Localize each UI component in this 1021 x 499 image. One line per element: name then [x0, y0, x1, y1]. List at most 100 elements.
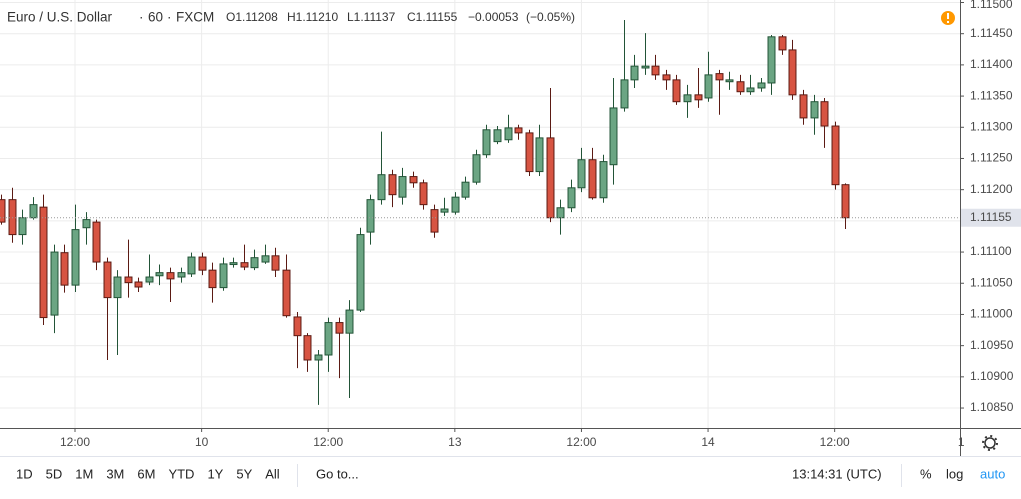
candle-body	[683, 94, 692, 103]
legend: Euro / U.S. Dollar · 60 · FXCM O1.11208 …	[7, 10, 575, 25]
candle-body	[250, 257, 259, 269]
x-tick-label: 12:00	[820, 435, 850, 449]
candle-body	[229, 262, 238, 266]
candle-body	[271, 255, 280, 271]
candle-body	[504, 127, 513, 141]
candle-body	[113, 276, 122, 299]
candle-body	[356, 234, 365, 311]
high-value: H1.11210	[287, 10, 338, 24]
percent-toggle[interactable]: %	[920, 466, 932, 481]
candle-body	[778, 36, 787, 51]
candle-body	[18, 217, 27, 236]
range-button[interactable]: 5D	[46, 466, 63, 481]
candle-body	[166, 272, 175, 280]
candle-body	[715, 73, 724, 81]
candle-body	[388, 174, 397, 196]
range-button[interactable]: 5Y	[236, 466, 252, 481]
grid	[0, 0, 960, 428]
candle-body	[39, 206, 48, 319]
candle-body	[0, 199, 6, 223]
candle-body	[736, 81, 745, 93]
range-button[interactable]: YTD	[168, 466, 194, 481]
candle-body	[29, 204, 38, 219]
candle-body	[651, 65, 660, 76]
candle-body	[482, 129, 491, 156]
candle-body	[377, 174, 386, 201]
candle-body	[662, 74, 671, 81]
candle-body	[187, 256, 196, 275]
candle-body	[810, 101, 819, 119]
gear-teeth	[982, 435, 998, 451]
last-price-tag	[961, 208, 1021, 227]
range-button[interactable]: 6M	[137, 466, 155, 481]
candle-body	[451, 196, 460, 213]
candle-body	[746, 87, 755, 93]
settings-icon[interactable]	[982, 435, 998, 451]
alert-dot	[947, 21, 949, 23]
candle-body	[831, 125, 840, 186]
candle-body	[546, 137, 555, 219]
y-tick-label: 1.10950	[970, 338, 1014, 352]
x-tick-label: 1	[958, 435, 965, 449]
candle-body	[82, 219, 91, 229]
x-tick-label: 12:00	[60, 435, 90, 449]
candle-body	[493, 129, 502, 143]
separator: ·	[167, 10, 172, 25]
range-button[interactable]: All	[265, 466, 280, 481]
candle-body	[366, 199, 375, 233]
y-tick-label: 1.10900	[970, 369, 1014, 383]
candle-body	[177, 272, 186, 278]
x-tick-label: 10	[195, 435, 209, 449]
candle-body	[630, 65, 639, 81]
y-tick-label: 1.11350	[970, 88, 1013, 102]
candle-body	[155, 272, 164, 277]
candle-body	[567, 187, 576, 209]
candle-body	[799, 94, 808, 119]
source: FXCM	[176, 10, 214, 25]
log-toggle[interactable]: log	[946, 466, 963, 481]
auto-toggle[interactable]: auto	[980, 466, 1005, 481]
range-button[interactable]: 1D	[16, 466, 33, 481]
y-tick-label: 1.11250	[970, 151, 1013, 165]
candle-body	[60, 252, 69, 286]
candle-body	[620, 79, 629, 109]
candle-body	[409, 176, 418, 184]
range-button[interactable]: 1Y	[207, 466, 223, 481]
goto-button[interactable]: Go to...	[316, 466, 359, 481]
candle-body	[577, 159, 586, 189]
candle-body	[609, 107, 618, 166]
candle-body	[419, 182, 428, 206]
candle-body	[198, 256, 207, 271]
x-tick-label: 14	[701, 435, 715, 449]
candle-body	[314, 354, 323, 361]
candle-body	[324, 322, 333, 356]
candle-body	[240, 262, 249, 268]
candle-body	[694, 94, 703, 101]
candle-body	[134, 281, 143, 288]
candle-body	[261, 255, 270, 263]
candle-body	[704, 74, 713, 99]
close-value: C1.11155	[407, 10, 458, 24]
candle-body	[556, 207, 565, 219]
y-tick-label: 1.11050	[970, 275, 1013, 289]
range-button[interactable]: 3M	[106, 466, 124, 481]
x-tick-label: 12:00	[313, 435, 343, 449]
candle-body	[472, 154, 481, 183]
candles	[0, 19, 960, 405]
candle-body	[599, 161, 608, 199]
candle-body	[8, 199, 17, 236]
alert-icon[interactable]	[941, 11, 955, 25]
candle-body	[282, 269, 291, 317]
x-tick-label: 12:00	[566, 435, 596, 449]
symbol: Euro / U.S. Dollar	[7, 10, 113, 25]
axes: 1.10850 1.10900 1.10950 1.11000 1.11050 1.111…	[60, 0, 1021, 449]
candle-body	[345, 309, 354, 334]
candle-body	[440, 208, 449, 213]
open-value: O1.11208	[226, 10, 278, 24]
candle-body	[672, 79, 681, 103]
range-button[interactable]: 1M	[75, 466, 93, 481]
candle-body	[841, 184, 850, 219]
